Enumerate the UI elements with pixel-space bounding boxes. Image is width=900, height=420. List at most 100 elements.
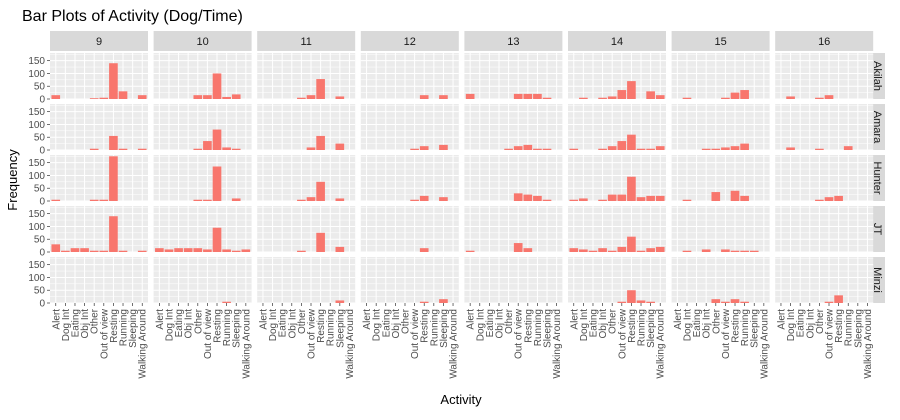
bar-jt-9-4 [89,250,99,252]
panel-background [153,53,252,99]
bar-minzi-16-5 [824,301,834,303]
x-tick-label: Resting [420,309,431,343]
panel-background [568,257,666,303]
panel-amara-9 [50,104,148,151]
panel-akilah-13 [464,53,563,100]
panel-minzi-11 [257,257,356,304]
x-tick-label: Other [90,308,101,334]
bar-akilah-15-6 [730,92,740,99]
y-tick-label: 100 [28,222,45,233]
bar-akilah-14-5 [617,90,627,99]
bar-amara-14-4 [607,146,617,150]
panel-background [50,257,148,303]
bar-akilah-12-6 [419,95,429,99]
panel-minzi-13 [464,257,563,304]
panel-minzi-14 [568,257,666,304]
x-tick-label: Resting [627,309,638,343]
bar-hunter-13-7 [533,195,542,201]
bar-jt-10-3 [183,248,193,252]
x-tick-label: Out of view [514,308,525,359]
panel-background [464,206,563,252]
x-tick-label: Running [740,309,751,346]
panel-background [671,155,770,201]
panel-akilah-9 [50,53,148,100]
panel-background [257,104,356,150]
column-strip-label: 16 [818,36,830,48]
panel-hunter-11 [257,155,356,202]
chart-title: Bar Plots of Activity (Dog/Time) [22,8,243,25]
bar-jt-15-7 [740,250,749,252]
panel-background [257,53,356,99]
panel-akilah-12 [360,53,459,100]
bar-akilah-9-9 [137,95,147,99]
bar-jt-14-8 [646,248,655,252]
x-tick-label: Other [815,308,826,334]
x-tick-label: Alert [466,309,477,330]
bar-amara-11-5 [306,147,316,150]
panel-background [671,104,770,150]
x-tick-label: Out of view [203,308,214,359]
bar-hunter-13-8 [542,199,552,201]
panel-background [257,257,356,303]
bar-jt-10-5 [203,249,212,252]
bar-akilah-10-7 [222,96,231,99]
bar-minzi-16-6 [834,295,843,303]
x-tick-label: Running [222,309,233,346]
column-strip-11 [257,31,356,51]
x-tick-label: Dog Int [786,309,797,341]
bar-akilah-13-7 [533,93,542,99]
bar-hunter-13-6 [523,194,533,201]
bar-akilah-16-4 [815,97,824,99]
bar-minzi-14-7 [636,300,646,303]
bar-amara-15-5 [721,147,730,150]
x-tick-label: Sleeping [335,309,346,348]
column-strip-label: 13 [507,36,519,48]
panel-background [360,257,459,303]
x-tick-label: Out of view [617,308,628,359]
panel-amara-12 [360,104,459,151]
bar-jt-10-2 [174,248,183,252]
panel-background [360,104,459,150]
bar-hunter-9-5 [99,199,109,201]
y-tick-label: 0 [39,95,45,106]
x-tick-label: Dog Int [682,309,693,341]
panel-background [671,206,770,252]
bar-akilah-13-0 [465,93,475,99]
x-tick-label: Resting [523,309,534,343]
y-tick-label: 50 [34,184,46,195]
panel-amara-16 [775,104,874,151]
bar-jt-14-5 [617,246,627,252]
bar-akilah-15-5 [721,97,730,99]
bar-amara-15-3 [701,148,711,150]
y-tick-label: 100 [28,120,45,131]
row-strip-label: Hunter [871,161,883,194]
bar-minzi-14-5 [617,301,627,303]
x-tick-label: Eating [174,309,185,337]
y-tick-label: 50 [34,286,46,297]
x-tick-label: Eating [381,309,392,337]
x-axis-title: Activity [440,392,482,407]
column-strip-15 [671,31,770,51]
bar-jt-9-7 [118,250,128,252]
x-tick-label: Alert [258,309,269,330]
bar-jt-14-3 [598,248,607,252]
bar-amara-14-9 [655,146,665,150]
bar-akilah-13-6 [523,93,533,99]
bar-jt-12-6 [419,248,429,252]
bar-jt-10-7 [222,249,231,252]
panel-background [50,53,148,99]
x-tick-label: Eating [70,309,81,337]
bar-amara-10-7 [222,147,231,150]
panel-hunter-13 [464,155,563,202]
row-strip-label: Minzi [871,267,883,293]
y-tick-label: 100 [28,171,45,182]
x-tick-label: Alert [362,309,373,330]
bar-jt-14-1 [579,249,588,252]
panel-jt-9 [50,206,148,253]
bar-amara-14-6 [627,134,636,150]
panel-background [568,155,666,201]
y-tick-label: 150 [28,56,45,67]
y-tick-label: 0 [39,146,45,157]
bar-hunter-14-9 [655,195,665,201]
